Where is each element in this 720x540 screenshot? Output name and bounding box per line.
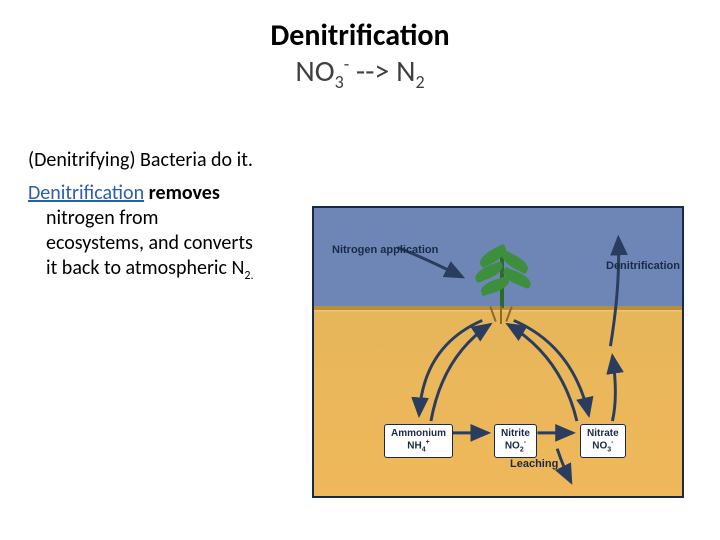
nitrate-l1: Nitrate xyxy=(587,428,619,439)
label-denitrification: Denitrification xyxy=(606,260,680,272)
box-nitrite: Nitrite NO2- xyxy=(494,424,537,458)
title-sub-n2: 2 xyxy=(416,71,425,93)
nitrite-l1: Nitrite xyxy=(501,428,530,439)
title-sub-n1: 3 xyxy=(335,71,344,93)
title-main: Denitrification xyxy=(0,18,720,54)
box-ammonium: Ammonium NH4+ xyxy=(384,424,453,458)
ammonium-l2: NH4+ xyxy=(391,439,446,454)
title-sub-prefix: NO xyxy=(295,53,334,90)
nitrate-l2: NO3- xyxy=(587,439,619,454)
title-sub: NO3- --> N2 xyxy=(0,54,720,94)
label-nitrogen-application: Nitrogen application xyxy=(332,244,438,256)
paragraph-2: Denitrification removes nitrogen from ec… xyxy=(28,181,256,284)
title-sub-mid: --> N xyxy=(349,53,415,90)
paragraph-1: (Denitrifying) Bacteria do it. xyxy=(28,148,256,173)
p2-rest: nitrogen from ecosystems, and converts i… xyxy=(46,206,253,280)
plant-icon xyxy=(472,226,532,318)
denitrification-link[interactable]: Denitrification xyxy=(28,181,144,205)
label-leaching: Leaching xyxy=(510,458,558,470)
box-nitrate: Nitrate NO3- xyxy=(580,424,626,458)
nitrogen-cycle-diagram: Nitrogen application Denitrification Lea… xyxy=(312,206,684,498)
nitrite-l2: NO2- xyxy=(501,439,530,454)
p2-bold: removes xyxy=(144,181,220,205)
body-text: (Denitrifying) Bacteria do it. Denitrifi… xyxy=(28,148,256,292)
ammonium-l1: Ammonium xyxy=(391,428,446,439)
p2-sub: 2. xyxy=(244,269,253,283)
title-block: Denitrification NO3- --> N2 xyxy=(0,0,720,94)
